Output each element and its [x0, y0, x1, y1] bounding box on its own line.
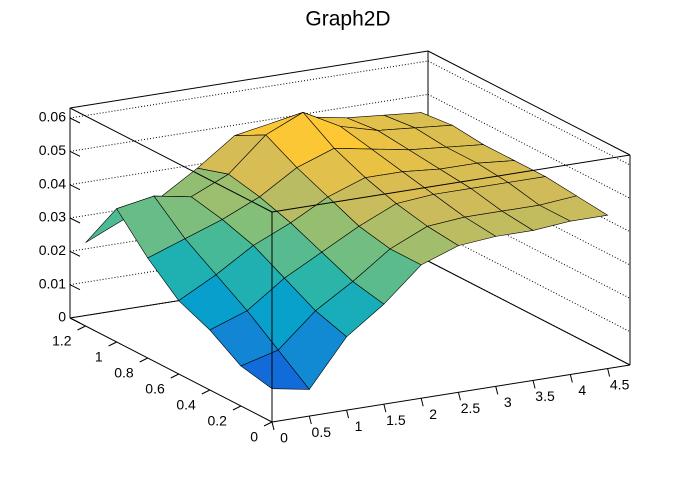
x-tick [271, 421, 275, 431]
grid-line [427, 193, 631, 299]
y-tick [201, 389, 211, 395]
box-edge [427, 50, 631, 156]
y-tick [232, 405, 242, 411]
z-tick-label: 0.02 [39, 242, 66, 258]
y-tick [108, 341, 117, 347]
y-tick [170, 373, 179, 379]
x-tick [383, 404, 387, 413]
y-tick [139, 357, 148, 363]
grid-line [427, 160, 631, 266]
x-tick [495, 386, 499, 395]
z-tick-label: 0.04 [39, 175, 66, 191]
x-tick [532, 380, 536, 389]
y-tick-label: 0 [250, 429, 258, 445]
z-tick [69, 117, 81, 124]
x-tick-label: 2.5 [461, 400, 481, 416]
z-tick-label: 0.01 [39, 275, 66, 291]
z-tick [69, 284, 81, 291]
box-edge [69, 107, 273, 213]
grid-line [427, 260, 631, 366]
y-tick [77, 325, 86, 331]
z-tick-label: 0.03 [39, 209, 66, 225]
z-tick [69, 150, 81, 157]
grid-line [69, 93, 429, 152]
grid-line [69, 260, 429, 319]
z-tick [69, 250, 81, 257]
grid-line [69, 127, 429, 186]
y-tick-label: 0.2 [207, 413, 227, 429]
x-tick [420, 398, 424, 407]
x-tick-label: 2 [429, 406, 437, 422]
grid-line [427, 60, 631, 166]
x-tick-label: 0.5 [312, 424, 332, 440]
x-tick-label: 0 [280, 430, 288, 446]
y-tick-label: 0.8 [114, 365, 134, 381]
y-tick-label: 1.2 [52, 333, 72, 349]
z-tick-label: 0.06 [39, 109, 66, 125]
box-edge [271, 154, 631, 213]
grid-line [427, 227, 631, 333]
x-tick-label: 1 [355, 418, 363, 434]
x-tick [308, 415, 312, 425]
x-tick-label: 4 [578, 382, 586, 398]
x-tick-label: 4.5 [610, 376, 630, 392]
box-edge [69, 50, 429, 109]
z-tick [69, 217, 81, 224]
x-tick-label: 3.5 [535, 388, 555, 404]
x-tick-label: 3 [504, 394, 512, 410]
z-tick-label: 0 [58, 309, 66, 325]
y-tick-label: 0.4 [176, 397, 196, 413]
grid-line [69, 193, 429, 252]
chart-title: Graph2D [305, 8, 390, 31]
x-tick [607, 368, 611, 377]
x-tick [569, 374, 573, 383]
z-tick [69, 184, 81, 191]
box-edge [69, 317, 273, 423]
y-tick-label: 1 [95, 349, 103, 365]
surface-cell [240, 349, 310, 390]
grid-line [427, 93, 631, 199]
x-tick-label: 1.5 [386, 412, 406, 428]
y-tick [263, 421, 273, 427]
z-tick-label: 0.05 [39, 142, 66, 158]
grid-line [69, 60, 429, 119]
x-tick [346, 410, 350, 419]
grid-line [69, 227, 429, 286]
x-tick [457, 392, 461, 401]
y-tick-label: 0.6 [145, 381, 165, 397]
